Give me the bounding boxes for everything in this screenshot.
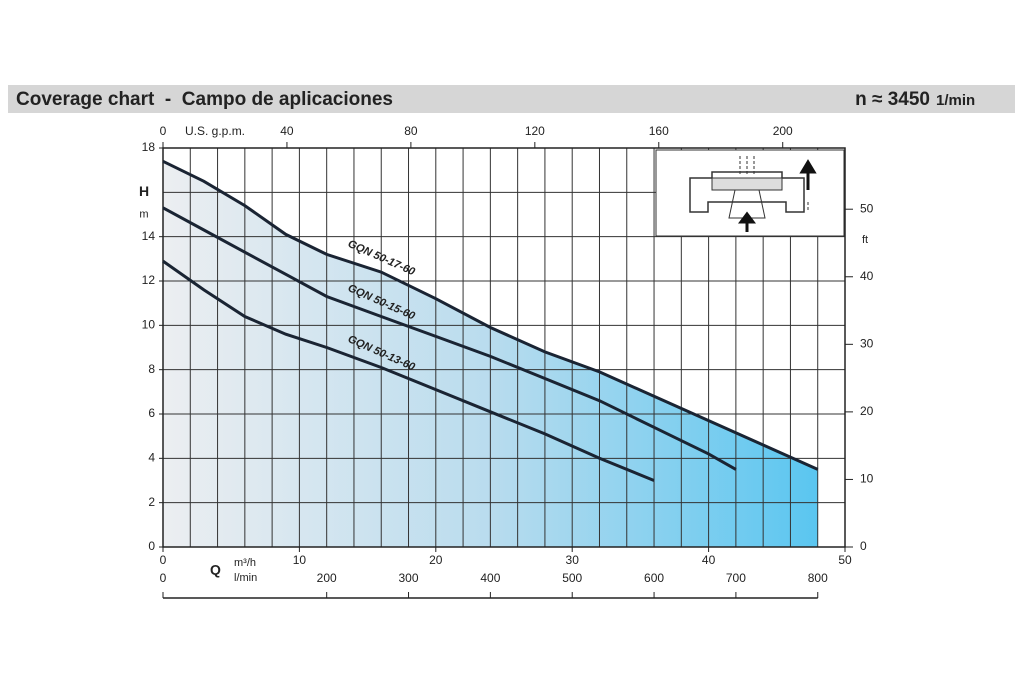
x2-tick-label: 400: [480, 571, 500, 585]
y-tick-label: 6: [148, 406, 155, 420]
y-tick-label: 12: [142, 273, 156, 287]
pump-inset: [655, 149, 845, 237]
speed: n ≈ 3450: [855, 89, 930, 110]
y2-tick-label: 30: [860, 336, 874, 350]
x-tick-label: 40: [702, 553, 716, 567]
y-tick-label: 18: [142, 140, 156, 154]
x2-tick-label: 500: [562, 571, 582, 585]
y2-tick-label: 50: [860, 201, 874, 215]
y-tick-label: 10: [142, 318, 156, 332]
x-tick-label: 20: [429, 553, 443, 567]
chart-title: Coverage chart - Campo de aplicaciones: [16, 89, 393, 110]
x-symbol: Q: [210, 562, 221, 578]
x2-tick-label: 800: [808, 571, 828, 585]
plot-frame: [162, 147, 846, 548]
header-bar: [8, 85, 1015, 113]
y-label: H: [139, 183, 149, 199]
y-tick-label: 4: [148, 451, 155, 465]
y2-tick-label: 40: [860, 269, 874, 283]
x-tick-label: 50: [838, 553, 852, 567]
y2-label: ft: [862, 234, 868, 246]
y-unit: m: [139, 208, 148, 220]
y-tick-label: 8: [148, 362, 155, 376]
x2-tick-label: 200: [317, 571, 337, 585]
y2-tick-label: 0: [860, 539, 867, 553]
x3-tick-label: 0: [160, 124, 167, 138]
x3-tick-label: 200: [773, 124, 793, 138]
y-tick-label: 0: [148, 539, 155, 553]
y2-tick-label: 20: [860, 404, 874, 418]
y2-tick-label: 10: [860, 472, 874, 486]
x2-label: l/min: [234, 572, 257, 584]
x2-tick-label: 0: [160, 571, 167, 585]
y-tick-label: 14: [142, 229, 156, 243]
speed-unit: 1/min: [936, 92, 975, 109]
x3-label: U.S. g.p.m.: [185, 124, 245, 138]
x2-tick-label: 600: [644, 571, 664, 585]
pump-curve: [162, 159, 819, 471]
pump-curve: [162, 206, 737, 471]
x-tick-label: 0: [160, 553, 167, 567]
x3-tick-label: 160: [649, 124, 669, 138]
x-tick-label: 30: [566, 553, 580, 567]
x3-tick-label: 80: [404, 124, 418, 138]
x2-tick-label: 300: [399, 571, 419, 585]
x3-tick-label: 40: [280, 124, 294, 138]
x2-tick-label: 700: [726, 571, 746, 585]
pump-curve: [162, 259, 655, 482]
x3-tick-label: 120: [525, 124, 545, 138]
x-label: m³/h: [234, 557, 256, 569]
x-tick-label: 10: [293, 553, 307, 567]
y-tick-label: 2: [148, 495, 155, 509]
